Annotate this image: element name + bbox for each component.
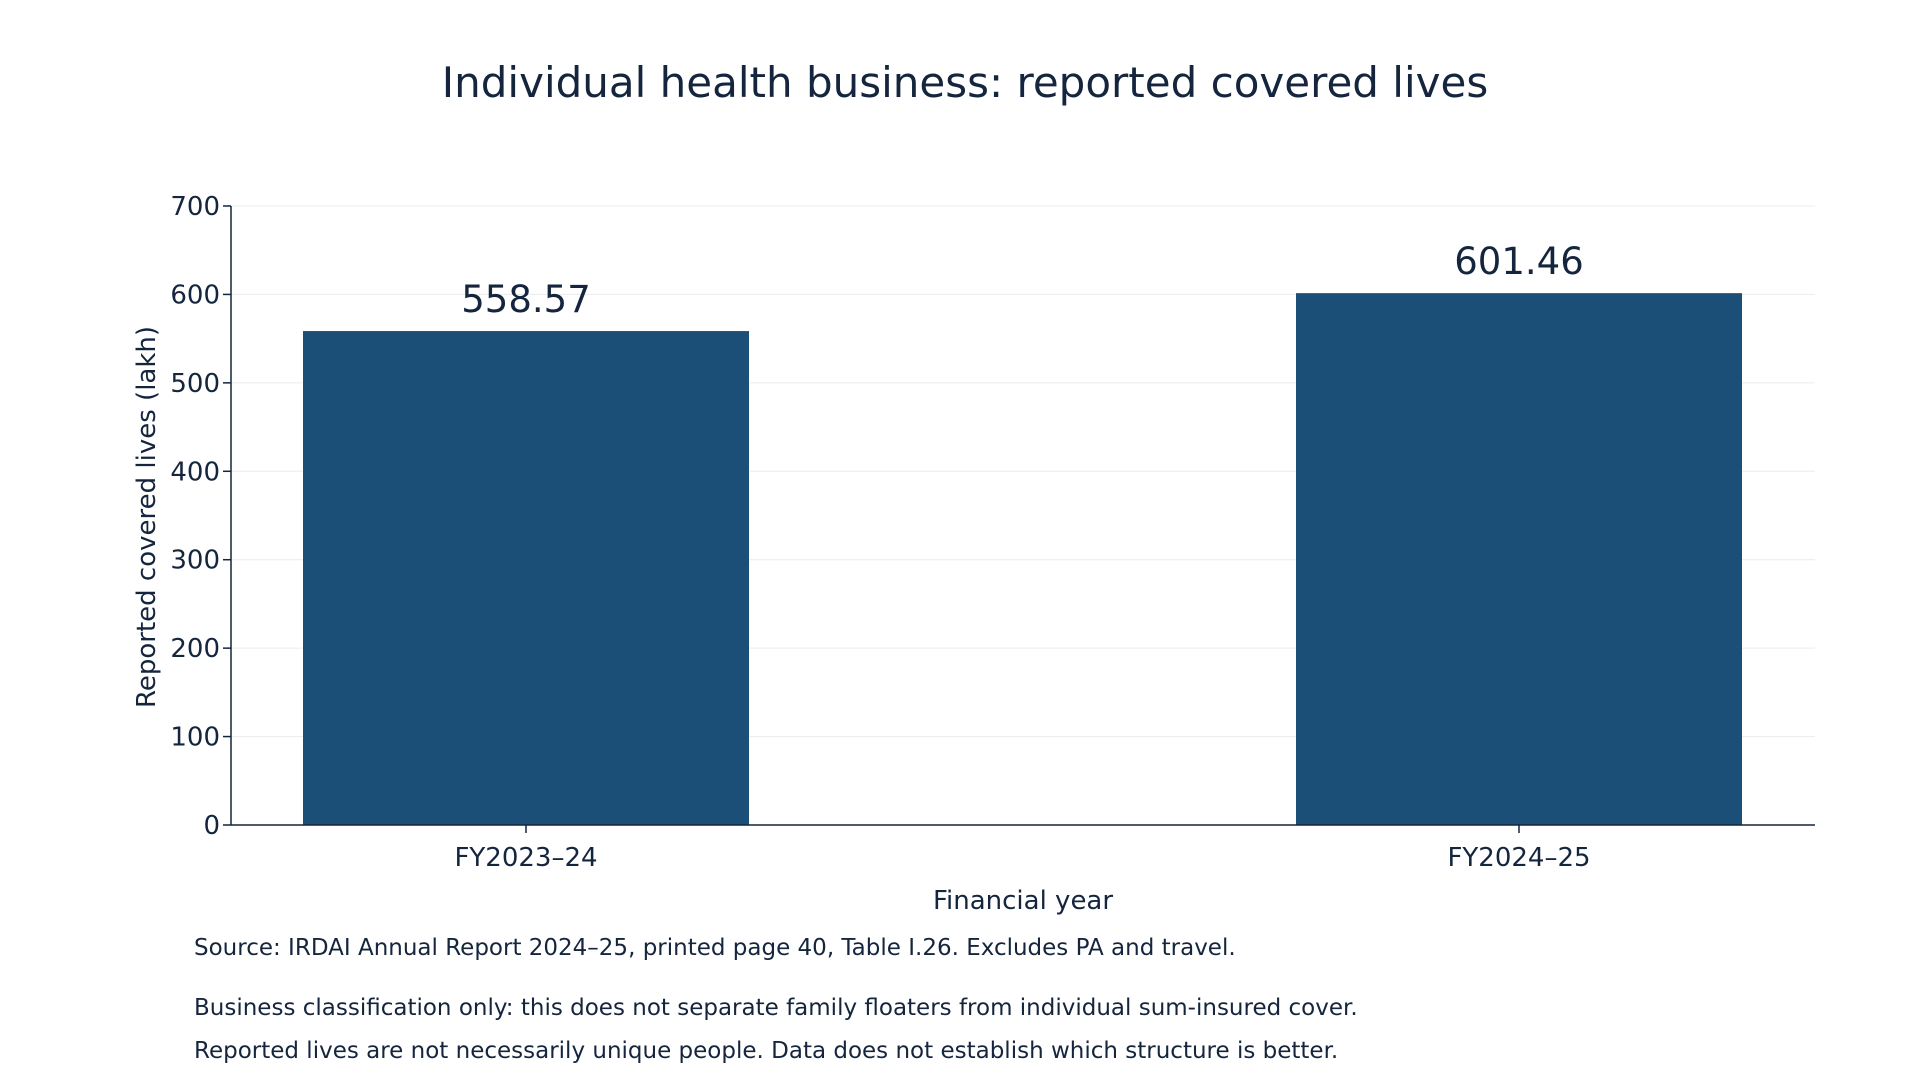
data-label: 558.57 — [461, 278, 590, 321]
caveat-note: Business classification only: this does … — [194, 995, 1358, 1021]
y-tick-label: 200 — [170, 634, 220, 664]
bars — [303, 293, 1742, 825]
bar — [1296, 293, 1742, 825]
bar — [303, 331, 749, 825]
y-tick-label: 300 — [170, 546, 220, 576]
y-tick-label: 600 — [170, 280, 220, 310]
data-label: 601.46 — [1454, 240, 1583, 283]
y-axis-label: Reported covered lives (lakh) — [132, 326, 162, 708]
y-tick-label: 500 — [170, 369, 220, 399]
chart-title: Individual health business: reported cov… — [442, 58, 1488, 107]
chart-notes: Source: IRDAI Annual Report 2024–25, pri… — [194, 934, 1794, 1065]
x-tick-label: FY2024–25 — [1447, 843, 1590, 873]
y-tick-label: 100 — [170, 723, 220, 753]
x-tick-label: FY2023–24 — [454, 843, 597, 873]
y-tick-label: 400 — [170, 457, 220, 487]
tick-labels: 0 100 200 300 400 500 600 700 FY2023–24 FY2024–25 — [170, 192, 1590, 873]
caveat-note: Reported lives are not necessarily uniqu… — [194, 1038, 1339, 1064]
x-axis-label: Financial year — [933, 886, 1113, 916]
y-tick-label: 0 — [203, 811, 220, 841]
source-note: Source: IRDAI Annual Report 2024–25, pri… — [194, 935, 1236, 961]
y-tick-label: 700 — [170, 192, 220, 222]
axes — [223, 205, 1815, 833]
data-labels: 558.57 601.46 — [461, 240, 1583, 321]
